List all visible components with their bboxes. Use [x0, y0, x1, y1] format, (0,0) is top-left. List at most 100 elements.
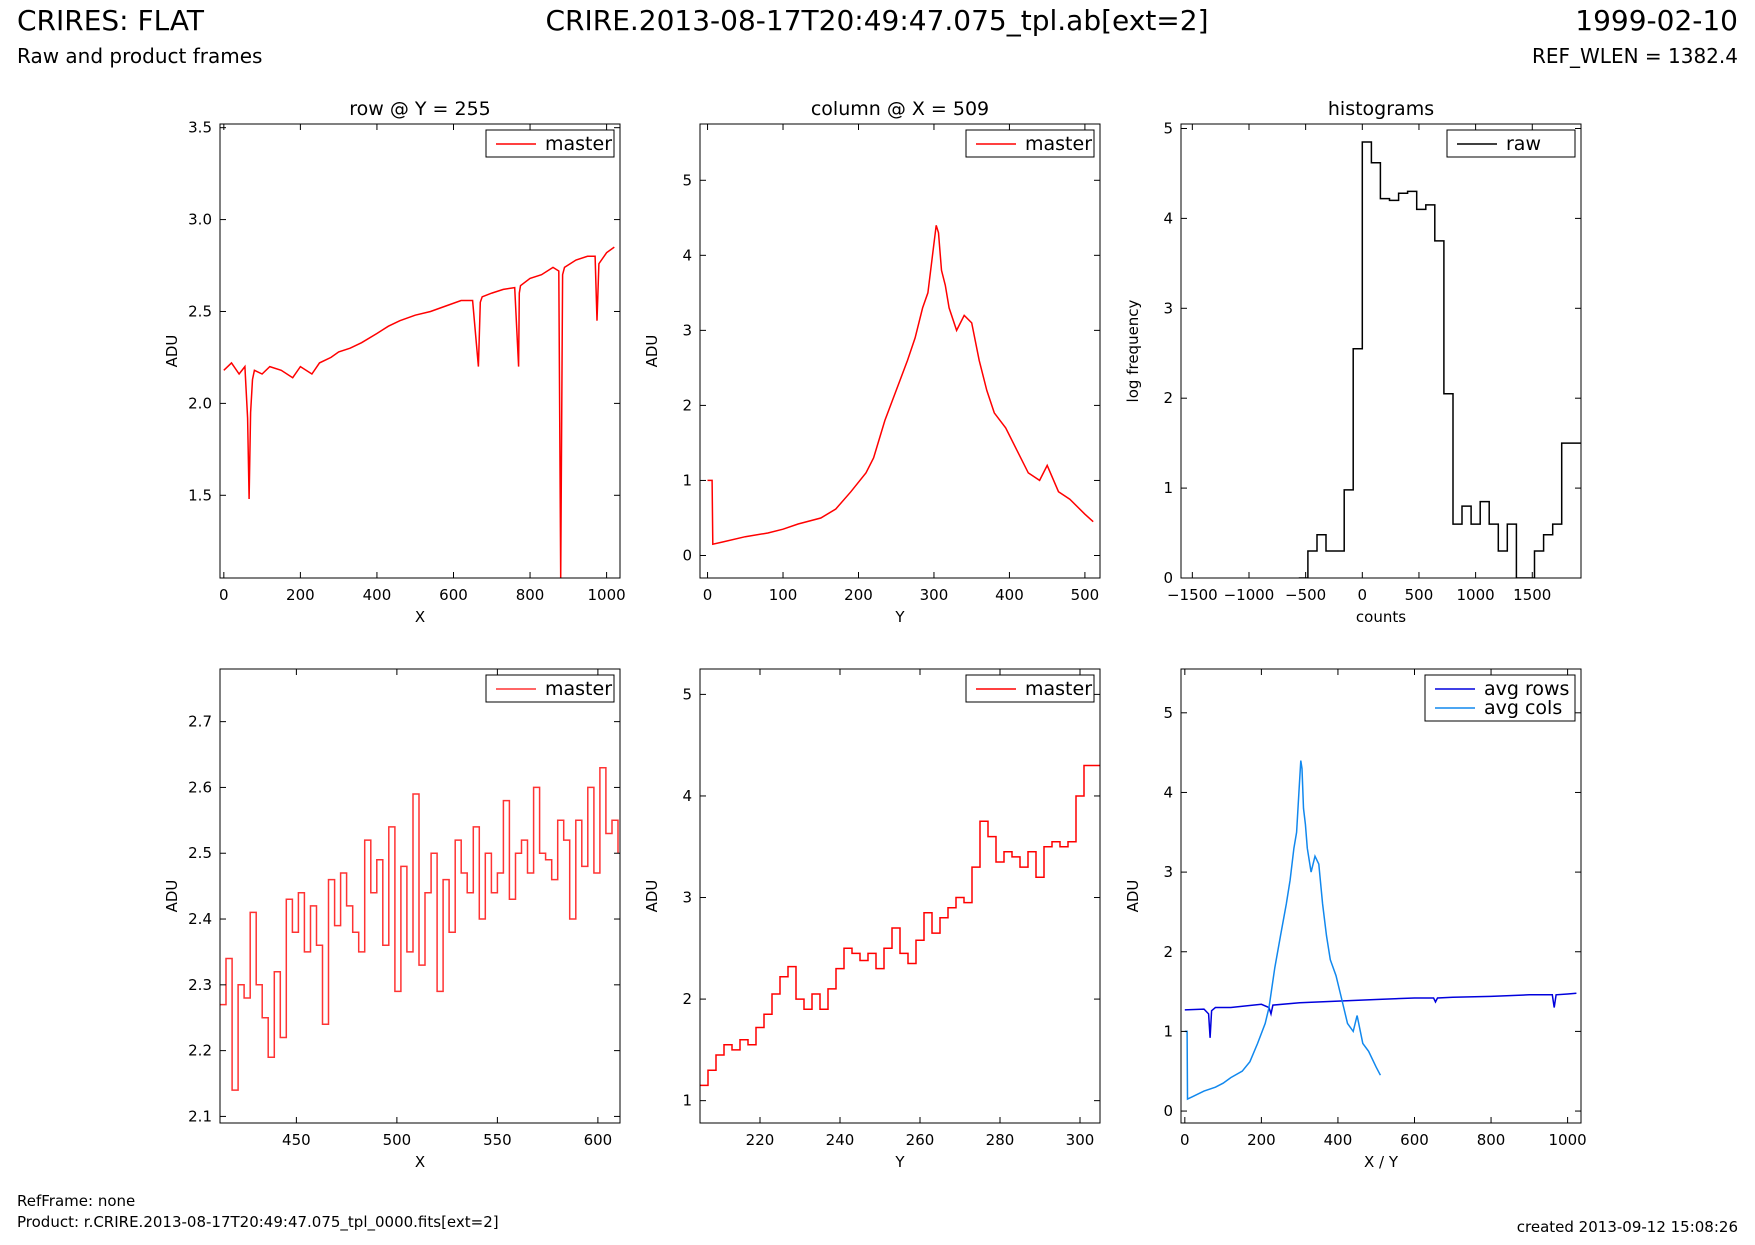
- x-tick-label: 100: [769, 586, 798, 604]
- x-tick-label: 1500: [1513, 586, 1551, 604]
- x-tick-label: 0: [1180, 1131, 1190, 1149]
- y-tick-label: 0: [1163, 1102, 1173, 1120]
- y-tick-label: 4: [1163, 209, 1173, 227]
- y-tick-label: 3: [682, 321, 692, 339]
- y-tick-label: 4: [682, 246, 692, 264]
- y-axis-label: ADU: [643, 335, 661, 368]
- y-tick-label: 3.0: [188, 211, 212, 229]
- y-axis-label: ADU: [163, 335, 181, 368]
- chart-title: histograms: [1328, 98, 1434, 120]
- chart-row-full: 0 200 400 600 800 1000 1.5 2.0 2.5 3.0 3.5 row @ Y …: [163, 98, 626, 626]
- legend: master: [485, 129, 615, 158]
- x-tick-label: 200: [1247, 1131, 1276, 1149]
- legend: master: [965, 129, 1095, 158]
- series-line-master: [220, 766, 619, 1091]
- y-tick-label: 0: [682, 546, 692, 564]
- y-tick-label: 1: [682, 1092, 692, 1110]
- x-tick-label: 400: [1324, 1131, 1353, 1149]
- x-tick-label: 800: [1477, 1131, 1506, 1149]
- x-tick-label: 0: [1358, 586, 1368, 604]
- header-date: 1999-02-10: [1575, 4, 1738, 37]
- x-tick-label: 0: [219, 586, 229, 604]
- y-tick-label: 2.1: [188, 1107, 212, 1125]
- y-tick-label: 1: [1163, 1022, 1173, 1040]
- y-tick-label: 3: [1163, 863, 1173, 881]
- y-tick-label: 2.5: [188, 302, 212, 320]
- series-line-master: [700, 764, 1100, 1087]
- y-tick-label: 2.7: [188, 713, 212, 731]
- y-tick-label: 5: [1163, 119, 1173, 137]
- y-tick-label: 2: [682, 396, 692, 414]
- y-axis-label: ADU: [163, 880, 181, 913]
- series-line-master: [223, 246, 615, 578]
- footer-refframe: RefFrame: none: [17, 1192, 136, 1210]
- series-line-master: [707, 225, 1094, 546]
- footer-product: Product: r.CRIRE.2013-08-17T20:49:47.075…: [17, 1213, 499, 1231]
- y-tick-label: 1: [1163, 479, 1173, 497]
- header-subtitle: Raw and product frames: [17, 44, 263, 68]
- x-axis-label: X / Y: [1364, 1153, 1399, 1171]
- x-tick-label: 450: [282, 1131, 311, 1149]
- x-tick-label: 550: [483, 1131, 512, 1149]
- x-tick-label: −1000: [1224, 586, 1275, 604]
- legend-label: master: [545, 678, 612, 700]
- x-tick-label: 200: [286, 586, 315, 604]
- y-axis-label: ADU: [643, 880, 661, 913]
- x-tick-label: 800: [516, 586, 545, 604]
- header-filename: CRIRE.2013-08-17T20:49:47.075_tpl.ab[ext…: [545, 4, 1209, 37]
- header-title: CRIRES: FLAT: [17, 4, 204, 37]
- legend-label: avg cols: [1484, 697, 1562, 719]
- y-tick-label: 2.4: [188, 910, 212, 928]
- y-tick-label: 2.3: [188, 976, 212, 994]
- legend: raw: [1446, 129, 1576, 158]
- legend-box: [1424, 674, 1576, 722]
- x-tick-label: 1000: [588, 586, 626, 604]
- legend: master: [965, 674, 1095, 703]
- legend-label: master: [1025, 678, 1092, 700]
- chart-row-zoom: 450 500 550 600 2.1 2.2 2.3 2.4 2.5 2.6 2.7 X ADU mas…: [163, 668, 621, 1171]
- footer-created: created 2013-09-12 15:08:26: [1516, 1218, 1738, 1236]
- y-tick-label: 5: [682, 685, 692, 703]
- y-axis-label: ADU: [1124, 880, 1142, 913]
- legend-label: avg rows: [1484, 678, 1569, 700]
- x-tick-label: 240: [826, 1131, 855, 1149]
- y-tick-label: 3: [682, 889, 692, 907]
- legend: master: [485, 674, 615, 703]
- x-tick-label: 500: [383, 1131, 412, 1149]
- x-tick-label: 260: [906, 1131, 935, 1149]
- x-tick-label: 400: [995, 586, 1024, 604]
- y-tick-label: 2: [682, 990, 692, 1008]
- chart-averages: 0 200 400 600 800 1000 0 1 2 3 4 5 X / Y ADU avg rowsa…: [1124, 668, 1587, 1171]
- chart-column-full: 0 100 200 300 400 500 0 1 2 3 4 5 column @ X = 509 Y A…: [643, 98, 1101, 626]
- header-ref-wlen: REF_WLEN = 1382.4: [1531, 44, 1738, 68]
- y-tick-label: 2: [1163, 943, 1173, 961]
- x-tick-label: 600: [439, 586, 468, 604]
- legend-label: master: [1025, 133, 1092, 155]
- x-tick-label: 300: [1066, 1131, 1095, 1149]
- x-tick-label: 500: [1071, 586, 1100, 604]
- legend-label: master: [545, 133, 612, 155]
- x-tick-label: 400: [363, 586, 392, 604]
- x-axis-label: X: [415, 1153, 425, 1171]
- y-tick-label: 0: [1163, 569, 1173, 587]
- plot-frame: [699, 668, 1101, 1124]
- plot-frame: [219, 668, 621, 1124]
- series-line-avg-rows: [1184, 992, 1577, 1038]
- y-tick-label: 1.5: [188, 486, 212, 504]
- x-axis-label: counts: [1356, 608, 1406, 626]
- y-tick-label: 2.6: [188, 778, 212, 796]
- x-tick-label: 300: [920, 586, 949, 604]
- plot-frame: [1180, 668, 1582, 1124]
- x-axis-label: Y: [894, 1153, 905, 1171]
- series-line-avg-cols: [1184, 760, 1382, 1101]
- x-tick-label: 600: [1400, 1131, 1429, 1149]
- legend-label: raw: [1506, 133, 1541, 155]
- series-line-raw: [1298, 141, 1581, 578]
- y-tick-label: 4: [1163, 783, 1173, 801]
- y-tick-label: 2.2: [188, 1042, 212, 1060]
- y-tick-label: 2.0: [188, 394, 212, 412]
- chart-title: column @ X = 509: [811, 98, 989, 120]
- x-tick-label: 1000: [1549, 1131, 1587, 1149]
